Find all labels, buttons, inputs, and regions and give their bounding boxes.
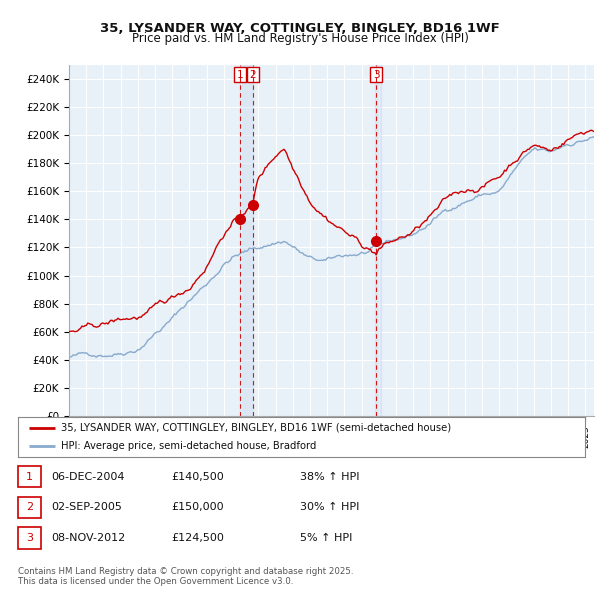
Text: 30% ↑ HPI: 30% ↑ HPI — [300, 503, 359, 512]
Text: 5% ↑ HPI: 5% ↑ HPI — [300, 533, 352, 543]
Bar — [376, 65, 382, 416]
Text: Price paid vs. HM Land Registry's House Price Index (HPI): Price paid vs. HM Land Registry's House … — [131, 32, 469, 45]
Text: 02-SEP-2005: 02-SEP-2005 — [51, 503, 122, 512]
Text: 35, LYSANDER WAY, COTTINGLEY, BINGLEY, BD16 1WF: 35, LYSANDER WAY, COTTINGLEY, BINGLEY, B… — [100, 22, 500, 35]
Text: 2: 2 — [26, 503, 33, 512]
Text: 2: 2 — [250, 70, 256, 80]
Text: 3: 3 — [373, 70, 380, 80]
Text: Contains HM Land Registry data © Crown copyright and database right 2025.
This d: Contains HM Land Registry data © Crown c… — [18, 567, 353, 586]
Text: 08-NOV-2012: 08-NOV-2012 — [51, 533, 125, 543]
Text: 06-DEC-2004: 06-DEC-2004 — [51, 472, 125, 481]
Text: 3: 3 — [26, 533, 33, 543]
Text: HPI: Average price, semi-detached house, Bradford: HPI: Average price, semi-detached house,… — [61, 441, 316, 451]
Text: 1: 1 — [236, 70, 243, 80]
Text: £150,000: £150,000 — [171, 503, 224, 512]
Text: 1: 1 — [26, 472, 33, 481]
Text: 38% ↑ HPI: 38% ↑ HPI — [300, 472, 359, 481]
Bar — [240, 65, 253, 416]
Text: £124,500: £124,500 — [171, 533, 224, 543]
Text: £140,500: £140,500 — [171, 472, 224, 481]
Text: 35, LYSANDER WAY, COTTINGLEY, BINGLEY, BD16 1WF (semi-detached house): 35, LYSANDER WAY, COTTINGLEY, BINGLEY, B… — [61, 423, 451, 433]
